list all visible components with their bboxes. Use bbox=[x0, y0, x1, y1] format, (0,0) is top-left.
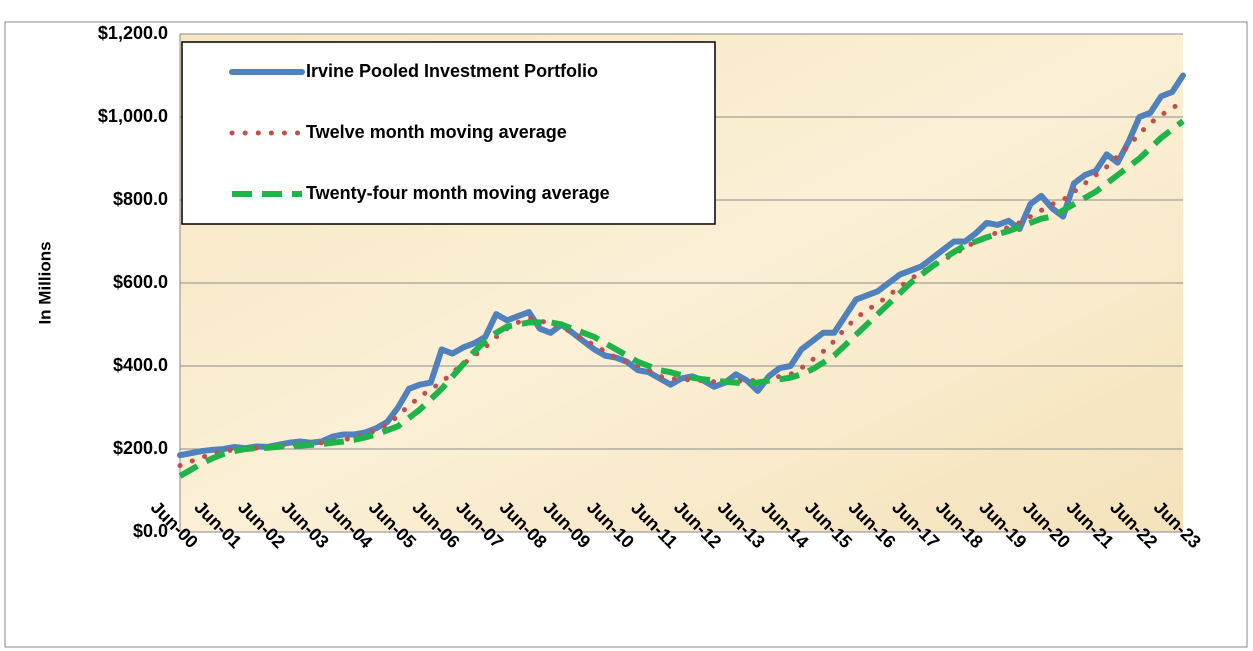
y-tick-label: $1,200.0 bbox=[98, 23, 168, 43]
chart-border bbox=[4, 21, 1248, 648]
y-tick-label: $600.0 bbox=[113, 272, 168, 292]
legend-label: Irvine Pooled Investment Portfolio bbox=[306, 61, 598, 81]
series-line bbox=[177, 97, 1186, 469]
series-line bbox=[178, 118, 1185, 479]
legend-label: Twenty-four month moving average bbox=[306, 183, 610, 203]
y-tick-label: $400.0 bbox=[113, 355, 168, 375]
y-axis-label: In Millions bbox=[35, 241, 54, 324]
legend-label: Twelve month moving average bbox=[306, 122, 567, 142]
y-tick-label: $0.0 bbox=[133, 521, 168, 541]
y-tick-label: $1,000.0 bbox=[98, 106, 168, 126]
y-tick-label: $800.0 bbox=[113, 189, 168, 209]
y-tick-label: $200.0 bbox=[113, 438, 168, 458]
